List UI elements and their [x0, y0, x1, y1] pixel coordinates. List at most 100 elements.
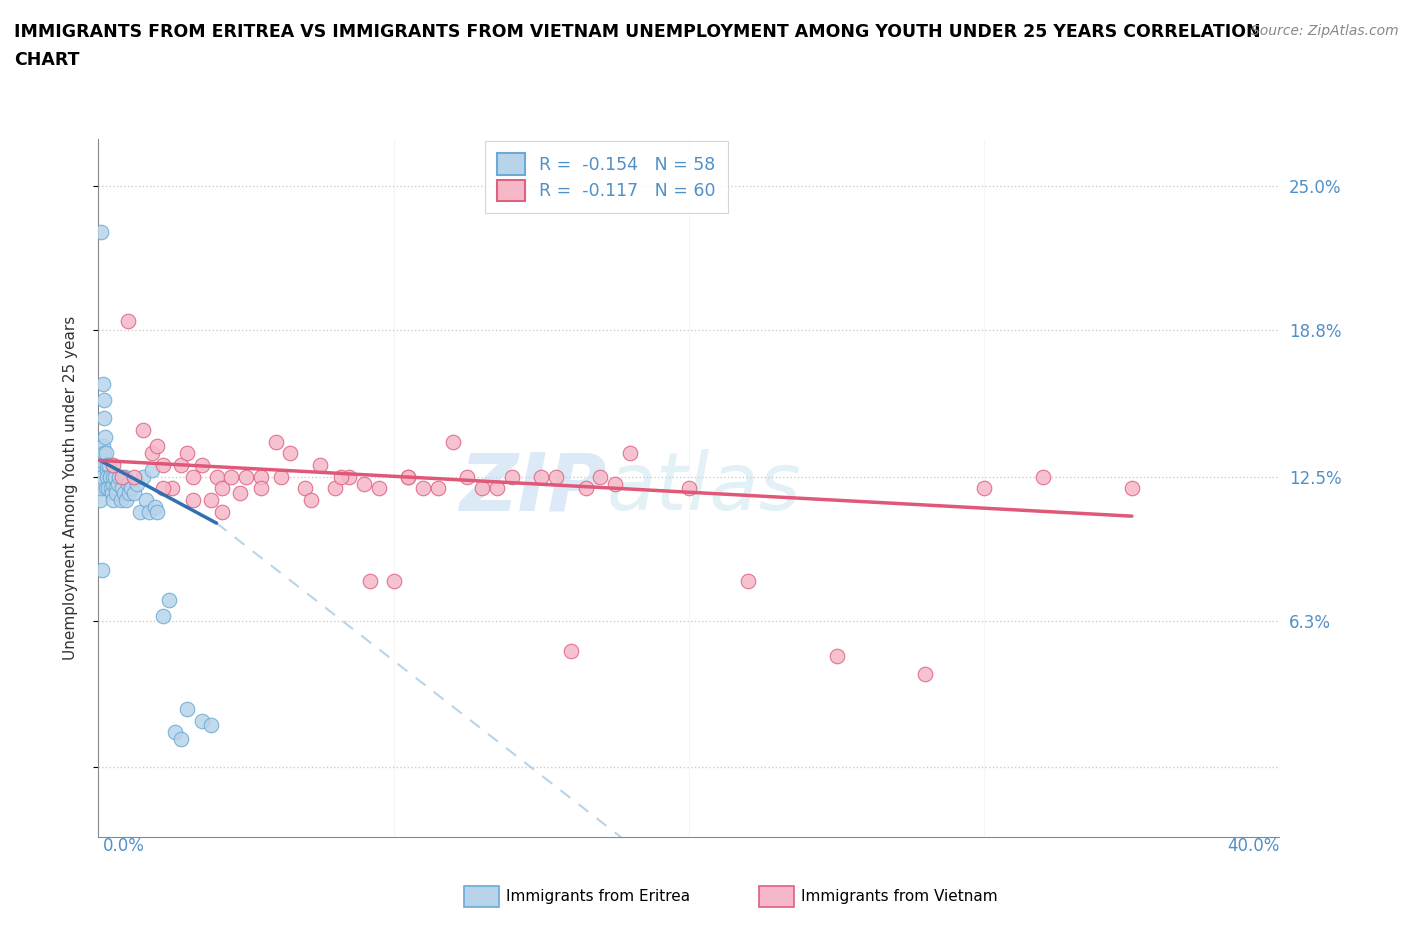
Point: [108, 469, 131, 484]
Point: [250, 469, 273, 484]
Point: [353, 476, 375, 491]
Point: [91, 439, 114, 454]
Point: [100, 481, 122, 496]
Point: [619, 446, 641, 461]
Point: [574, 481, 596, 496]
Point: [117, 476, 139, 491]
Point: [117, 313, 139, 328]
Point: [122, 469, 145, 484]
Point: [128, 504, 150, 519]
Point: [157, 592, 180, 607]
Text: 0.0%: 0.0%: [103, 837, 145, 855]
Point: [96, 462, 118, 477]
Point: [323, 481, 346, 496]
Point: [825, 648, 848, 663]
Legend: R =  -0.154   N = 58, R =  -0.117   N = 60: R = -0.154 N = 58, R = -0.117 N = 60: [485, 141, 727, 213]
Point: [181, 469, 204, 484]
Y-axis label: Unemployment Among Youth under 25 years: Unemployment Among Youth under 25 years: [63, 316, 77, 660]
Point: [93, 411, 115, 426]
Point: [191, 458, 214, 472]
Point: [103, 469, 125, 484]
Point: [605, 476, 627, 491]
Point: [152, 458, 174, 472]
Point: [181, 493, 204, 508]
Text: atlas: atlas: [606, 449, 801, 527]
Text: 40.0%: 40.0%: [1227, 837, 1279, 855]
Point: [309, 458, 332, 472]
Point: [737, 574, 759, 589]
Point: [96, 469, 118, 484]
Point: [107, 476, 129, 491]
Point: [456, 469, 478, 484]
Point: [441, 434, 464, 449]
Point: [152, 481, 174, 496]
Point: [162, 481, 183, 496]
Point: [98, 469, 121, 484]
Point: [678, 481, 700, 496]
Point: [141, 446, 163, 461]
Point: [530, 469, 553, 484]
Point: [250, 481, 273, 496]
Point: [486, 481, 509, 496]
Point: [200, 718, 222, 733]
Point: [146, 504, 169, 519]
Point: [90, 453, 112, 468]
Point: [211, 504, 233, 519]
Point: [90, 462, 112, 477]
Point: [118, 485, 141, 500]
Point: [111, 481, 134, 496]
Point: [973, 481, 995, 496]
Point: [546, 469, 568, 484]
Point: [90, 481, 112, 496]
Text: IMMIGRANTS FROM ERITREA VS IMMIGRANTS FROM VIETNAM UNEMPLOYMENT AMONG YOUTH UNDE: IMMIGRANTS FROM ERITREA VS IMMIGRANTS FR…: [14, 23, 1261, 41]
Point: [132, 422, 155, 438]
Point: [93, 446, 115, 461]
Text: Immigrants from Eritrea: Immigrants from Eritrea: [506, 889, 690, 904]
Point: [97, 458, 120, 472]
Point: [125, 476, 148, 491]
Point: [339, 469, 360, 484]
Point: [94, 446, 117, 461]
Point: [299, 493, 322, 508]
Point: [152, 609, 174, 624]
Point: [135, 493, 157, 508]
Point: [176, 446, 198, 461]
Point: [97, 481, 120, 496]
Point: [170, 458, 193, 472]
Point: [176, 702, 198, 717]
Point: [101, 476, 124, 491]
Point: [264, 434, 287, 449]
Point: [471, 481, 494, 496]
Point: [1121, 481, 1143, 496]
Point: [589, 469, 612, 484]
Point: [93, 392, 115, 407]
Point: [270, 469, 292, 484]
Point: [1032, 469, 1054, 484]
Point: [211, 481, 233, 496]
Point: [110, 493, 132, 508]
Point: [98, 469, 121, 484]
Point: [382, 574, 405, 589]
Point: [143, 499, 166, 514]
Point: [104, 469, 127, 484]
Point: [205, 469, 228, 484]
Point: [89, 469, 111, 484]
Point: [103, 493, 125, 508]
Point: [235, 469, 257, 484]
Point: [221, 469, 243, 484]
Point: [103, 458, 125, 472]
Point: [112, 485, 135, 500]
Point: [412, 481, 434, 496]
Point: [89, 446, 111, 461]
Point: [138, 504, 160, 519]
Point: [115, 493, 138, 508]
Point: [501, 469, 523, 484]
Point: [90, 225, 112, 240]
Point: [104, 481, 127, 496]
Point: [94, 481, 117, 496]
Point: [111, 469, 134, 484]
Point: [91, 469, 114, 484]
Point: [91, 562, 114, 577]
Point: [120, 481, 142, 496]
Point: [105, 485, 128, 500]
